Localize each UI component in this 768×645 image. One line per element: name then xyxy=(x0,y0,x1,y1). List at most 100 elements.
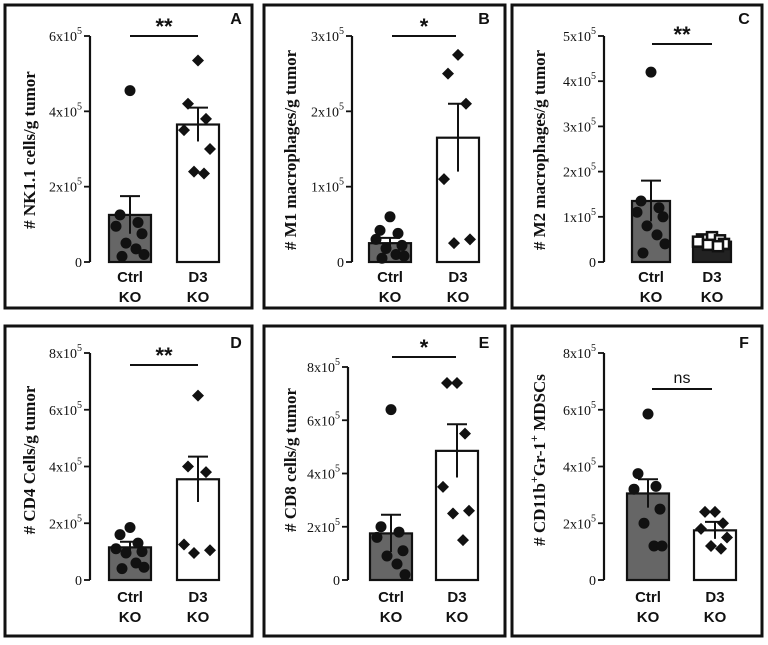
data-point xyxy=(648,540,660,552)
data-point xyxy=(116,250,128,262)
data-point xyxy=(188,165,200,178)
data-point xyxy=(132,537,144,549)
y-tick-label: 4x105 xyxy=(563,457,596,476)
category-label-line1: Ctrl xyxy=(635,589,661,606)
data-point xyxy=(651,229,663,241)
data-point xyxy=(200,112,212,125)
data-point xyxy=(631,206,643,218)
panel-frame xyxy=(510,324,764,638)
data-point xyxy=(385,404,397,416)
data-point xyxy=(464,233,476,246)
data-point xyxy=(451,376,463,389)
y-axis-label: # M2 macrophages/g tumor xyxy=(530,49,549,250)
data-point xyxy=(198,167,210,180)
category-label-line1: Ctrl xyxy=(378,589,404,606)
data-point xyxy=(438,173,450,186)
data-point xyxy=(457,534,469,547)
data-point xyxy=(136,228,148,240)
y-tick-label: 6x105 xyxy=(49,400,82,419)
y-tick-label: 0 xyxy=(75,574,82,589)
data-point xyxy=(659,238,671,250)
data-point xyxy=(711,239,725,253)
data-point xyxy=(370,233,382,245)
y-tick-label: 0 xyxy=(75,256,82,271)
y-tick-label: 2x105 xyxy=(563,162,596,181)
data-point xyxy=(447,507,459,520)
data-point xyxy=(705,539,717,552)
data-point xyxy=(628,483,640,495)
y-tick-label: 3x105 xyxy=(563,116,596,135)
y-axis-label: # CD8 cells/g tumor xyxy=(281,388,300,532)
data-point xyxy=(178,538,190,551)
data-point xyxy=(200,466,212,479)
data-point xyxy=(641,220,653,232)
data-point xyxy=(380,242,392,254)
y-tick-label: 8x105 xyxy=(49,343,82,362)
data-point xyxy=(709,505,721,518)
y-tick-label: 0 xyxy=(589,256,596,271)
y-tick-label: 1x105 xyxy=(563,207,596,226)
data-point xyxy=(398,250,410,262)
data-point xyxy=(441,376,453,389)
category-label-line2: KO xyxy=(379,289,402,306)
panel-letter: D xyxy=(230,335,242,352)
y-tick-label: 6x105 xyxy=(49,26,82,45)
data-point xyxy=(124,85,136,97)
data-point xyxy=(120,547,132,559)
category-label-line2: KO xyxy=(701,289,724,306)
y-tick-label: 6x105 xyxy=(307,410,340,429)
data-point xyxy=(114,209,126,221)
data-point xyxy=(204,544,216,557)
y-tick-label: 4x105 xyxy=(563,71,596,90)
category-label-line1: Ctrl xyxy=(117,589,143,606)
data-point xyxy=(392,227,404,239)
category-label-line2: KO xyxy=(447,289,470,306)
data-point xyxy=(192,389,204,402)
data-point xyxy=(695,522,707,535)
category-label-line1: Ctrl xyxy=(638,269,664,286)
category-label-line2: KO xyxy=(637,609,660,626)
data-point xyxy=(376,252,388,264)
y-tick-label: 3x105 xyxy=(311,26,344,45)
panel-letter: C xyxy=(738,11,750,28)
category-label-line2: KO xyxy=(380,609,403,626)
data-point xyxy=(653,202,665,214)
data-point xyxy=(463,504,475,517)
y-axis-label: # CD4 Cells/g tumor xyxy=(20,385,39,534)
y-tick-label: 2x105 xyxy=(563,513,596,532)
data-point xyxy=(178,124,190,137)
data-point xyxy=(460,97,472,110)
data-point xyxy=(138,248,150,260)
data-point xyxy=(721,531,733,544)
data-point xyxy=(452,48,464,61)
data-point xyxy=(138,561,150,573)
data-point xyxy=(110,220,122,232)
data-point xyxy=(645,66,657,78)
significance-label: * xyxy=(420,14,429,39)
panel-e: 0 2x105 4x105 6x105 8x105 # CD8 cells/g tumor… xyxy=(262,324,507,638)
y-tick-label: 0 xyxy=(337,256,344,271)
data-point xyxy=(638,517,650,529)
data-point xyxy=(691,235,705,248)
data-point xyxy=(656,540,668,552)
y-axis-label: # NK1.1 cells/g tumor xyxy=(20,71,39,229)
category-label-line1: Ctrl xyxy=(117,269,143,286)
data-point xyxy=(136,546,148,558)
panel-c: 0 1x105 2x105 3x105 4x105 5x105 # M2 macrophag… xyxy=(510,3,764,310)
significance-label: ** xyxy=(673,22,691,47)
data-point xyxy=(650,480,662,492)
data-point xyxy=(114,529,126,541)
y-tick-label: 4x105 xyxy=(307,464,340,483)
significance-label: ** xyxy=(155,14,173,39)
data-point xyxy=(396,239,408,251)
y-tick-label: 6x105 xyxy=(563,400,596,419)
data-point xyxy=(374,224,386,236)
y-tick-label: 0 xyxy=(589,574,596,589)
data-point xyxy=(384,211,396,223)
y-axis-label: # M1 macrophages/g tumor xyxy=(281,49,300,250)
data-point xyxy=(188,547,200,560)
data-point xyxy=(654,503,666,515)
data-point xyxy=(397,545,409,557)
panel-a: 0 2x105 4x105 6x105 # NK1.1 cells/g tumor Ctr… xyxy=(3,3,254,310)
